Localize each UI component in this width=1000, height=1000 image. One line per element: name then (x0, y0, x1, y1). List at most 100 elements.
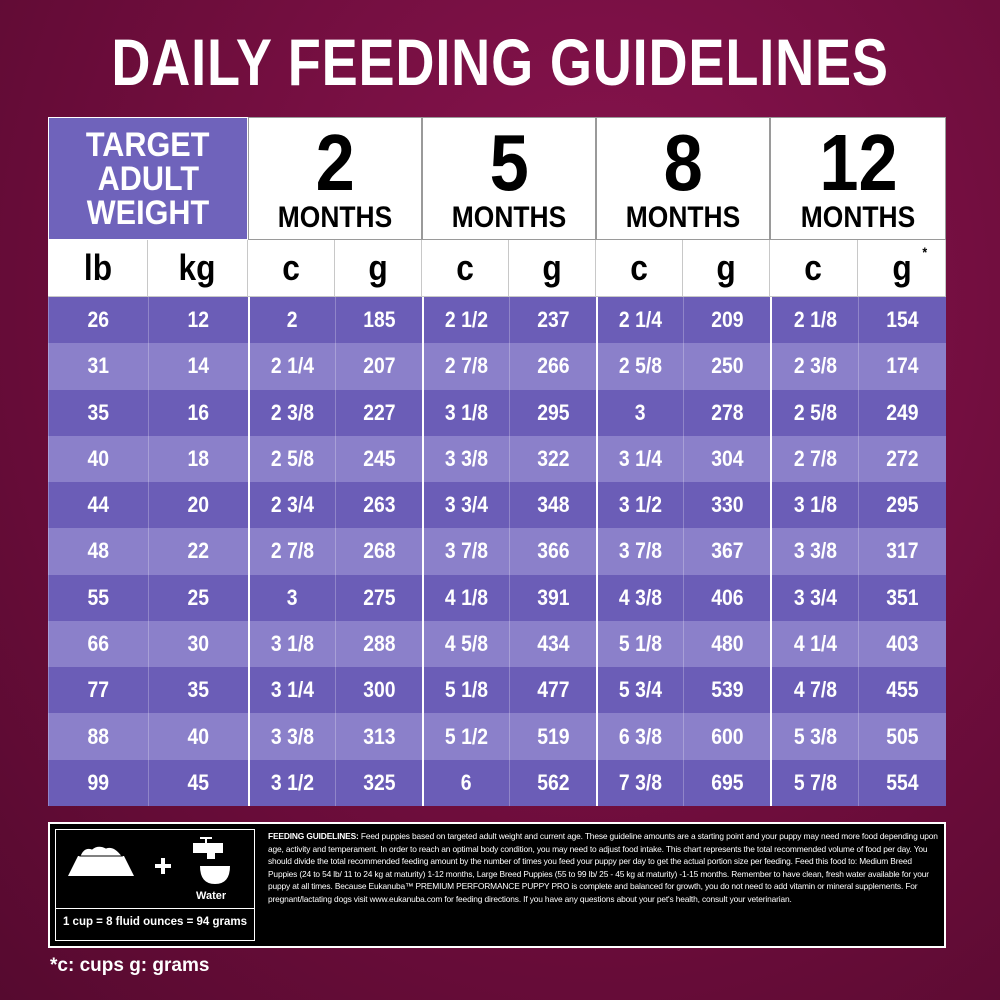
table-cell-text: 5 1/2 (444, 723, 489, 749)
table-cell-text: 295 (886, 492, 919, 518)
table-cell-text: 30 (187, 631, 210, 657)
table-cell-text: 3 1/8 (444, 399, 489, 425)
table-cell-text: 18 (187, 445, 210, 471)
table-cell-text: 2 1/4 (618, 307, 663, 333)
table-cell-text: 26 (87, 307, 110, 333)
table-cell: 99 (48, 759, 148, 806)
table-cell: 4 3/8 (596, 574, 683, 621)
table-cell-text: 272 (886, 445, 919, 471)
table-cell-text: 2 7/8 (270, 538, 315, 564)
table-cell: 539 (683, 667, 770, 714)
table-cell: 3 3/8 (422, 435, 509, 483)
kibble-icon (79, 845, 123, 857)
table-cell-text: 6 (461, 769, 472, 795)
table-cell-text: 3 (287, 584, 298, 610)
table-cell: 272 (858, 435, 946, 483)
column-header: c (422, 240, 509, 297)
table-cell-text: 278 (710, 399, 744, 425)
table-cell: 249 (858, 389, 946, 436)
table-cell-text: 275 (362, 584, 396, 610)
table-cell: 3 1/8 (770, 482, 858, 529)
table-cell-text: 480 (710, 631, 744, 657)
table-cell: 207 (335, 343, 422, 390)
table-cell: 3 1/4 (596, 435, 683, 483)
table-cell: 2 1/4 (248, 343, 335, 390)
table-cell-text: 77 (87, 677, 110, 703)
table-cell-text: 2 3/8 (270, 399, 315, 425)
table-cell: 300 (335, 667, 422, 714)
table-cell-text: 2 1/4 (270, 353, 315, 379)
table-cell: 154 (858, 297, 946, 344)
table-cell: 330 (683, 482, 770, 529)
table-cell-text: 519 (536, 723, 570, 749)
table-cell-text: 434 (536, 631, 570, 657)
age-unit: MONTHS (800, 200, 916, 234)
table-cell-text: 391 (536, 584, 570, 610)
table-cell: 35 (148, 667, 248, 714)
table-cell-text: 2 5/8 (270, 445, 315, 471)
table-cell: 2 3/8 (248, 389, 335, 436)
table-cell-text: 562 (536, 769, 570, 795)
table-cell: 266 (509, 343, 596, 390)
table-cell-text: 406 (710, 584, 744, 610)
table-cell: 295 (509, 389, 596, 436)
table-cell: 2 7/8 (422, 343, 509, 390)
age-number: 8 (663, 117, 703, 207)
table-cell: 2 5/8 (596, 343, 683, 390)
table-cell-text: 2 1/2 (444, 307, 489, 333)
table-cell-text: 4 5/8 (444, 631, 489, 657)
table-cell-text: 35 (87, 399, 110, 425)
water-label: Water (196, 890, 227, 902)
table-cell: 2 7/8 (770, 435, 858, 483)
footnote: *c: cups g: grams (50, 955, 210, 976)
table-cell-text: 2 7/8 (444, 353, 489, 379)
column-header-text: g (542, 247, 562, 288)
table-cell: 88 (48, 713, 148, 760)
bowl-icon (68, 856, 134, 876)
table-cell: 55 (48, 574, 148, 621)
table-cell-text: 2 7/8 (793, 445, 837, 471)
table-cell: 250 (683, 343, 770, 390)
table-cell: 3 1/8 (422, 389, 509, 436)
table-cell: 22 (148, 528, 248, 575)
table-cell: 3 3/4 (770, 574, 858, 621)
table-cell-text: 40 (187, 723, 210, 749)
table-cell: 562 (509, 759, 596, 806)
table-cell: 434 (509, 620, 596, 668)
column-header-text: g (891, 247, 912, 288)
table-cell-text: 2 3/4 (270, 492, 315, 518)
table-cell-text: 99 (87, 769, 110, 795)
table-cell: 6 (422, 759, 509, 806)
table-cell-text: 2 1/8 (793, 307, 837, 333)
table-cell-text: 5 7/8 (793, 769, 837, 795)
column-header: g (683, 240, 770, 297)
table-cell: 66 (48, 620, 148, 668)
table-cell-text: 4 7/8 (793, 677, 837, 703)
note: FEEDING GUIDELINES: Feed puppies based o… (268, 830, 940, 906)
table-cell: 391 (509, 574, 596, 621)
table-cell-text: 25 (187, 584, 210, 610)
column-header: g (509, 240, 596, 297)
column-header-text: g (368, 247, 388, 288)
target-line: ADULT (97, 159, 199, 198)
table-cell-text: 20 (187, 492, 210, 518)
table-cell: 209 (683, 297, 770, 344)
table-cell: 40 (48, 435, 148, 483)
table-cell: 35 (48, 389, 148, 436)
title: DAILY FEEDING GUIDELINES (0, 22, 1000, 102)
table-cell: 31 (48, 343, 148, 390)
table-cell-text: 317 (886, 538, 919, 564)
table-cell: 351 (858, 574, 946, 621)
table-cell-text: 351 (886, 584, 919, 610)
table-cell: 3 1/8 (248, 620, 335, 668)
table-cell: 227 (335, 389, 422, 436)
column-header: c (770, 240, 858, 297)
table-cell: 278 (683, 389, 770, 436)
table-cell: 325 (335, 759, 422, 806)
table-cell: 519 (509, 713, 596, 760)
table-cell-text: 22 (187, 538, 210, 564)
table-cell-text: 250 (710, 353, 744, 379)
table-cell-text: 45 (187, 769, 210, 795)
table-cell-text: 48 (87, 538, 110, 564)
target-weight-cell: TARGET ADULT WEIGHT (48, 117, 248, 240)
